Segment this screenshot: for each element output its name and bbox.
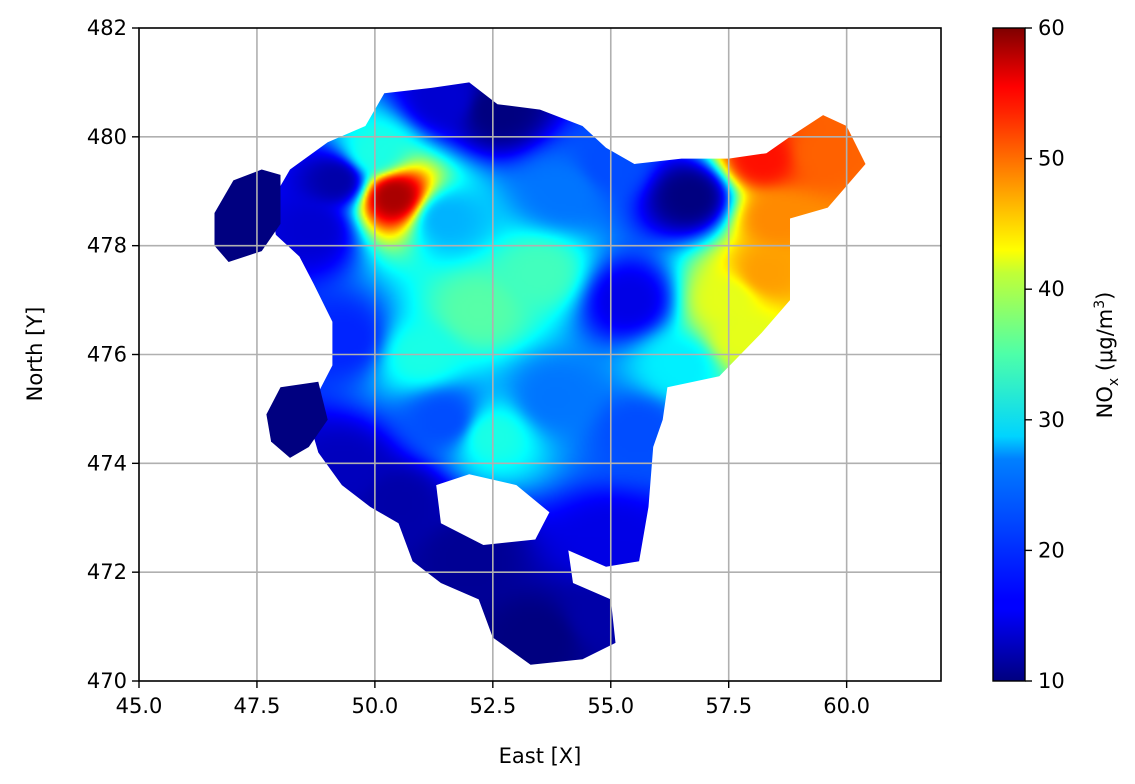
heatmap-island-1 xyxy=(214,169,281,262)
colorbar-tick-label: 30 xyxy=(1038,408,1065,432)
colorbar-tick-label: 50 xyxy=(1038,147,1065,171)
colorbar-tick-label: 40 xyxy=(1038,277,1065,301)
colorbar-tick-label: 60 xyxy=(1038,16,1065,40)
y-tick-label: 474 xyxy=(87,451,127,475)
colorbar-label-unit: (μg/m xyxy=(1093,309,1117,378)
x-axis: 45.0 47.5 50.0 52.5 55.0 57.5 60.0 xyxy=(116,681,870,718)
y-tick-label: 476 xyxy=(87,343,127,367)
x-tick-label: 47.5 xyxy=(234,694,281,718)
heatmap-island-2 xyxy=(266,381,328,458)
heatmap-islands xyxy=(214,169,328,458)
y-tick-label: 480 xyxy=(87,125,127,149)
x-tick-label: 60.0 xyxy=(823,694,870,718)
x-tick-label: 50.0 xyxy=(351,694,398,718)
x-tick-label: 57.5 xyxy=(705,694,752,718)
colorbar-gradient xyxy=(992,27,1026,682)
y-axis: 470 472 474 476 478 480 482 xyxy=(87,16,139,693)
colorbar-label-sup: 3 xyxy=(1092,300,1108,309)
colorbar-tick-label: 10 xyxy=(1038,669,1065,693)
y-tick-label: 478 xyxy=(87,234,127,258)
colorbar-ticks: 10 20 30 40 50 60 xyxy=(1025,16,1065,693)
x-tick-label: 45.0 xyxy=(116,694,163,718)
y-tick-label: 482 xyxy=(87,16,127,40)
colorbar-label: NOx (μg/m3) xyxy=(1092,292,1122,419)
colorbar-tick-label: 20 xyxy=(1038,538,1065,562)
y-axis-label: North [Y] xyxy=(23,307,47,402)
colorbar-label-close: ) xyxy=(1093,292,1117,300)
grid xyxy=(139,28,941,681)
y-tick-label: 472 xyxy=(87,560,127,584)
x-tick-label: 55.0 xyxy=(587,694,634,718)
x-tick-label: 52.5 xyxy=(469,694,516,718)
colorbar-label-sub: x xyxy=(1106,378,1122,386)
colorbar: 10 20 30 40 50 60 NOx (μg/m3) xyxy=(992,16,1122,693)
x-axis-label: East [X] xyxy=(499,744,582,768)
y-tick-label: 470 xyxy=(87,669,127,693)
colorbar-label-main: NO xyxy=(1093,386,1117,418)
